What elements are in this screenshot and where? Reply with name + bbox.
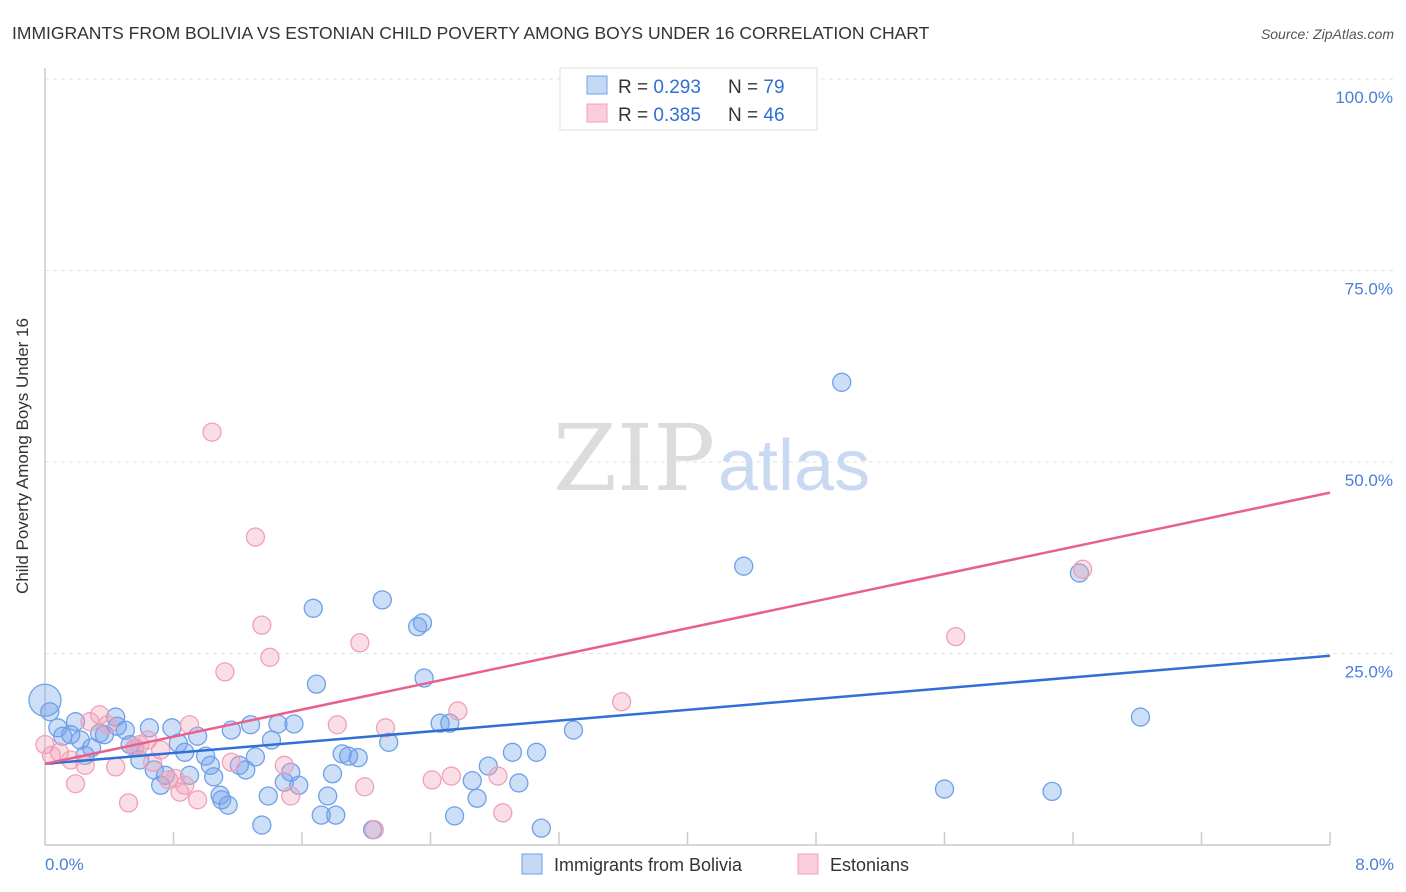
estonians-point	[202, 422, 222, 442]
legend-label-estonians: Estonians	[830, 855, 909, 875]
estonians-point	[260, 647, 280, 667]
bolivia-point	[139, 718, 160, 738]
bolivia-point	[322, 764, 343, 784]
bolivia-point	[531, 818, 551, 838]
bolivia-point	[526, 742, 547, 762]
estonians-point	[422, 770, 442, 790]
estonians-point	[175, 775, 195, 795]
chart-title: IMMIGRANTS FROM BOLIVIA VS ESTONIAN CHIL…	[12, 23, 930, 43]
estonians-point	[448, 701, 468, 721]
estonians-point	[441, 766, 462, 786]
bolivia-point	[934, 779, 955, 799]
bolivia-point	[70, 730, 90, 750]
bolivia-point	[284, 714, 304, 734]
legend-swatch-bolivia	[521, 853, 543, 875]
bolivia-point	[258, 786, 278, 806]
y-tick-label: 25.0%	[1345, 663, 1393, 682]
bolivia-point	[40, 702, 60, 722]
bolivia-point	[245, 747, 266, 767]
estonians-point	[611, 692, 632, 712]
bolivia-point	[734, 556, 754, 576]
estonians-point	[106, 757, 126, 777]
series-legend: Immigrants from Bolivia Estonians	[521, 853, 909, 875]
bolivia-point	[179, 765, 200, 785]
y-tick-label: 50.0%	[1345, 471, 1393, 490]
estonians-point	[252, 615, 272, 635]
y-axis-label: Child Poverty Among Boys Under 16	[13, 318, 32, 594]
bolivia-trend-line	[44, 654, 1331, 766]
bolivia-point	[218, 795, 238, 815]
bolivia-point	[268, 714, 288, 734]
estonians-point	[221, 752, 241, 772]
estonians-point	[89, 705, 110, 725]
bolivia-point	[326, 805, 346, 825]
estonians-point	[150, 740, 171, 760]
bolivia-point	[311, 805, 331, 825]
bolivia-point	[306, 674, 327, 694]
bolivia-point	[303, 598, 323, 618]
y-tick-label: 75.0%	[1345, 280, 1393, 299]
bolivia-point	[372, 590, 392, 610]
bolivia-point	[289, 775, 309, 795]
bolivia-point	[412, 613, 433, 633]
svg-text:atlas: atlas	[718, 426, 870, 506]
stats-legend: R = 0.293 N = 79 R = 0.385 N = 46	[559, 67, 818, 131]
estonians-point	[245, 527, 266, 547]
estonians-point	[65, 774, 86, 794]
bolivia-point	[832, 372, 852, 392]
bolivia-point	[200, 755, 221, 775]
estonians-point	[281, 786, 301, 806]
x-tick-label-max: 8.0%	[1355, 855, 1394, 874]
bolivia-point	[252, 815, 272, 835]
bolivia-point	[1042, 781, 1062, 802]
legend-swatch-blue	[586, 75, 608, 95]
estonians-point	[1072, 559, 1093, 579]
x-tick-label-min: 0.0%	[45, 855, 84, 874]
bolivia-point	[65, 712, 86, 732]
bolivia-point	[204, 767, 224, 787]
legend-label-bolivia: Immigrants from Bolivia	[554, 855, 743, 875]
estonians-point	[946, 626, 966, 647]
bolivia-point	[348, 748, 368, 768]
svg-text:ZIP: ZIP	[553, 405, 715, 512]
bolivia-point	[115, 720, 135, 740]
estonians-point	[493, 803, 513, 823]
estonians-point	[350, 633, 370, 653]
legend-swatch-estonians	[797, 853, 819, 875]
bolivia-point	[563, 720, 584, 740]
estonians-point	[364, 820, 384, 840]
estonians-point	[488, 766, 508, 786]
estonians-trend-line	[44, 491, 1331, 766]
estonians-point	[327, 715, 347, 735]
estonians-point	[97, 715, 118, 735]
bolivia-point	[318, 786, 338, 806]
bolivia-point	[502, 742, 523, 762]
estonians-point	[215, 662, 235, 682]
estonians-point	[187, 790, 208, 810]
estonians-point	[274, 755, 294, 775]
chart-source: Source: ZipAtlas.com	[1261, 26, 1394, 42]
bolivia-point	[509, 773, 529, 793]
bolivia-point	[338, 746, 359, 766]
watermark: ZIP atlas	[553, 405, 870, 512]
bolivia-point	[478, 756, 498, 776]
bolivia-point	[467, 788, 487, 808]
bolivia-point	[444, 806, 465, 826]
bolivia-point	[462, 771, 482, 791]
estonians-point	[354, 777, 375, 797]
estonians-point	[375, 718, 396, 738]
y-tick-label: 100.0%	[1335, 88, 1393, 107]
bolivia-point	[1130, 707, 1151, 727]
bolivia-point	[28, 683, 62, 717]
bolivia-point	[379, 732, 399, 753]
legend-swatch-pink	[586, 103, 608, 123]
estonians-point	[118, 793, 139, 813]
